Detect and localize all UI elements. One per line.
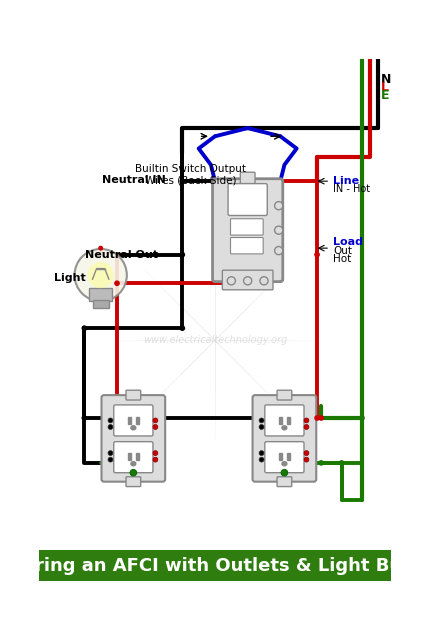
FancyBboxPatch shape	[222, 270, 273, 290]
Ellipse shape	[282, 426, 287, 430]
FancyBboxPatch shape	[252, 395, 316, 482]
Text: Neutral IN: Neutral IN	[102, 175, 166, 184]
Bar	[128, 417, 131, 424]
Text: N: N	[381, 72, 391, 86]
FancyBboxPatch shape	[126, 390, 141, 400]
Circle shape	[259, 418, 264, 423]
Circle shape	[339, 460, 344, 466]
Circle shape	[179, 252, 185, 257]
Circle shape	[179, 325, 185, 331]
Circle shape	[304, 418, 309, 423]
Circle shape	[275, 226, 283, 234]
Circle shape	[74, 249, 127, 301]
Circle shape	[108, 424, 113, 429]
Bar	[92, 300, 109, 308]
FancyBboxPatch shape	[230, 219, 263, 235]
Text: Line: Line	[333, 176, 359, 186]
Bar	[287, 417, 290, 424]
Circle shape	[304, 451, 309, 456]
Circle shape	[259, 424, 264, 429]
Circle shape	[359, 415, 365, 421]
Circle shape	[259, 451, 264, 456]
Ellipse shape	[131, 461, 136, 466]
Text: E: E	[381, 89, 389, 102]
Bar	[128, 453, 131, 460]
FancyBboxPatch shape	[277, 477, 292, 486]
Bar	[89, 288, 112, 301]
Circle shape	[275, 246, 283, 255]
FancyBboxPatch shape	[114, 405, 153, 436]
Circle shape	[318, 460, 324, 466]
Circle shape	[98, 246, 103, 251]
Circle shape	[314, 179, 320, 184]
Circle shape	[304, 457, 309, 462]
Circle shape	[153, 424, 158, 429]
Circle shape	[275, 202, 283, 210]
Text: Load: Load	[333, 237, 363, 248]
FancyBboxPatch shape	[277, 390, 292, 400]
Text: Light: Light	[54, 273, 86, 284]
Circle shape	[314, 415, 320, 421]
Text: Wiring an AFCI with Outlets & Light Bulb: Wiring an AFCI with Outlets & Light Bulb	[9, 557, 421, 575]
Circle shape	[179, 179, 185, 184]
Circle shape	[227, 276, 235, 285]
FancyBboxPatch shape	[126, 477, 141, 486]
Text: Neutral Out: Neutral Out	[85, 250, 158, 260]
Circle shape	[281, 469, 288, 476]
FancyBboxPatch shape	[228, 184, 267, 216]
FancyBboxPatch shape	[230, 237, 263, 254]
Circle shape	[153, 457, 158, 462]
Circle shape	[243, 276, 252, 285]
Bar	[40, 550, 390, 581]
Circle shape	[259, 457, 264, 462]
Circle shape	[153, 451, 158, 456]
Circle shape	[114, 280, 120, 286]
Circle shape	[82, 415, 87, 421]
Bar	[136, 453, 139, 460]
Circle shape	[318, 415, 324, 421]
Circle shape	[108, 418, 113, 423]
Circle shape	[153, 418, 158, 423]
Text: Out: Out	[333, 246, 353, 255]
Circle shape	[130, 469, 137, 476]
Bar	[287, 453, 290, 460]
FancyBboxPatch shape	[240, 172, 255, 184]
Circle shape	[108, 457, 113, 462]
Ellipse shape	[282, 461, 287, 466]
FancyBboxPatch shape	[114, 442, 153, 473]
Circle shape	[82, 325, 87, 331]
Circle shape	[260, 276, 268, 285]
Circle shape	[108, 451, 113, 456]
Text: L: L	[381, 81, 389, 94]
Circle shape	[314, 252, 320, 257]
Ellipse shape	[131, 426, 136, 430]
FancyBboxPatch shape	[265, 442, 304, 473]
Text: Hot: Hot	[333, 253, 352, 264]
FancyBboxPatch shape	[101, 395, 165, 482]
Bar	[279, 453, 282, 460]
Text: Builtin Switch Output
Wires (Back Side): Builtin Switch Output Wires (Back Side)	[135, 164, 246, 185]
Bar	[279, 417, 282, 424]
Circle shape	[88, 262, 114, 288]
FancyBboxPatch shape	[265, 405, 304, 436]
FancyBboxPatch shape	[212, 179, 283, 282]
Circle shape	[304, 424, 309, 429]
Text: IN - Hot: IN - Hot	[333, 184, 371, 195]
Text: www.electricaltechnology.org: www.electricaltechnology.org	[143, 335, 287, 346]
Bar	[136, 417, 139, 424]
